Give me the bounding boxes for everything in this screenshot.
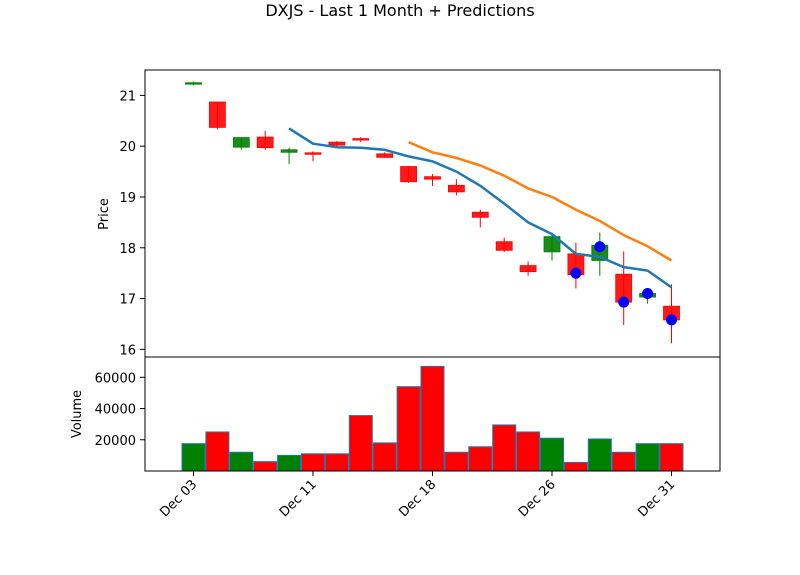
volume-bar bbox=[277, 454, 302, 472]
x-tick-label: Dec 11 bbox=[277, 477, 320, 520]
candle-body bbox=[352, 138, 370, 141]
volume-bar bbox=[611, 451, 636, 472]
x-tick-label: Dec 18 bbox=[396, 477, 439, 520]
candle-body bbox=[424, 176, 441, 180]
volume-bar bbox=[659, 443, 684, 472]
volume-bar bbox=[372, 442, 397, 472]
volume-bars bbox=[181, 365, 684, 472]
volume-bar bbox=[253, 461, 278, 472]
volume-bar bbox=[635, 443, 660, 472]
candle-body bbox=[495, 241, 513, 251]
price-lines bbox=[288, 127, 673, 289]
candle-body bbox=[280, 149, 298, 153]
candle-body bbox=[256, 136, 274, 149]
price-y-tick-label: 17 bbox=[119, 293, 136, 308]
candle-body bbox=[376, 153, 394, 158]
prediction-point bbox=[618, 296, 630, 308]
candle-body bbox=[400, 166, 418, 183]
series-line-blue bbox=[288, 127, 673, 289]
volume-bar bbox=[205, 431, 230, 472]
candle-body bbox=[232, 137, 250, 148]
volume-bar bbox=[420, 365, 445, 472]
volume-bar bbox=[516, 431, 541, 472]
volume-bar bbox=[444, 451, 469, 472]
volume-axis-label: Volume bbox=[70, 390, 85, 438]
x-tick-label: Dec 26 bbox=[516, 477, 559, 520]
volume-panel: 20000 40000 60000 Volume bbox=[70, 356, 721, 472]
volume-y-tick-label: 20000 bbox=[95, 434, 136, 449]
candle-body bbox=[519, 265, 537, 273]
prediction-point bbox=[570, 267, 582, 279]
volume-bar bbox=[540, 437, 564, 472]
candle-body bbox=[328, 141, 346, 146]
volume-bar bbox=[587, 438, 612, 472]
volume-bar bbox=[396, 386, 421, 472]
volume-bar bbox=[468, 446, 493, 472]
volume-bar bbox=[324, 453, 349, 472]
candle-body bbox=[185, 82, 202, 85]
price-plot-frame bbox=[145, 70, 720, 357]
price-axis-label: Price bbox=[97, 198, 112, 230]
price-y-ticks: 16 17 18 19 20 21 bbox=[119, 89, 145, 358]
volume-bar bbox=[348, 415, 373, 472]
prediction-point bbox=[594, 241, 606, 253]
price-y-tick-label: 21 bbox=[119, 89, 136, 104]
volume-bar bbox=[301, 453, 325, 472]
price-y-tick-label: 16 bbox=[119, 343, 136, 358]
volume-bar bbox=[563, 461, 588, 472]
volume-y-tick-label: 40000 bbox=[95, 403, 136, 418]
price-panel: 16 17 18 19 20 21 Price bbox=[97, 69, 721, 358]
candle-body bbox=[543, 236, 561, 253]
x-tick-label: Dec 03 bbox=[157, 477, 200, 520]
volume-y-tick-label: 60000 bbox=[95, 371, 136, 386]
candle-body bbox=[304, 152, 322, 155]
x-axis-ticks: Dec 03 Dec 11 Dec 18 Dec 26 Dec 31 bbox=[157, 471, 678, 520]
candle-body bbox=[471, 211, 489, 218]
candle-body bbox=[447, 184, 465, 193]
chart-title: DXJS - Last 1 Month + Predictions bbox=[265, 1, 534, 20]
candle-body bbox=[208, 101, 226, 128]
x-tick-label: Dec 31 bbox=[635, 477, 678, 520]
price-y-tick-label: 20 bbox=[119, 140, 136, 155]
prediction-points bbox=[570, 241, 677, 326]
volume-bar bbox=[229, 451, 254, 472]
price-y-tick-label: 19 bbox=[119, 191, 136, 206]
price-y-tick-label: 18 bbox=[119, 242, 136, 257]
price-candles bbox=[185, 81, 680, 344]
volume-y-ticks: 20000 40000 60000 bbox=[95, 371, 145, 449]
prediction-point bbox=[666, 314, 677, 326]
volume-bar bbox=[181, 443, 206, 472]
volume-bar bbox=[492, 424, 517, 472]
prediction-point bbox=[642, 288, 654, 300]
series-line-orange bbox=[408, 140, 673, 262]
